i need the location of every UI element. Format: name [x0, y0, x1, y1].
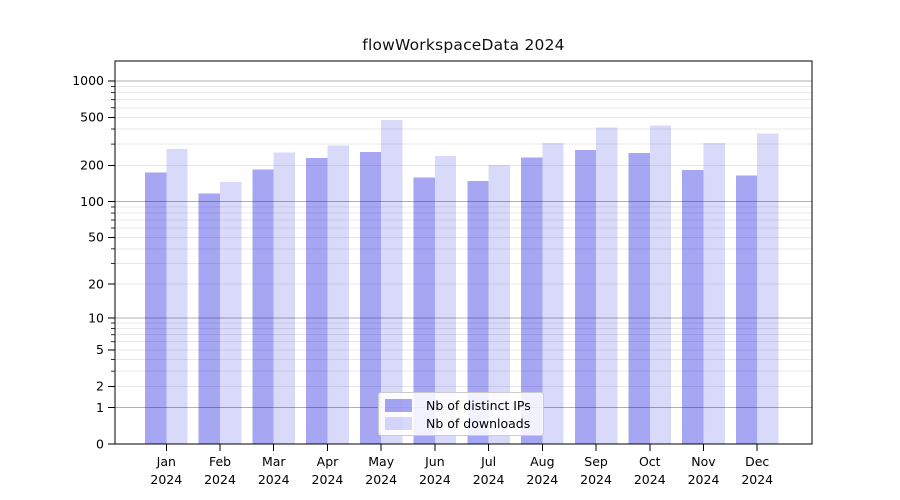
- x-tick-label-month: Jan: [156, 454, 176, 469]
- bar-aug-downloads: [542, 143, 564, 444]
- y-tick-label: 50: [88, 230, 104, 245]
- x-tick-label-year: 2024: [204, 472, 236, 487]
- legend-swatch-downloads: [385, 416, 412, 430]
- x-tick-label-month: Mar: [262, 454, 286, 469]
- x-tick-label-month: Feb: [209, 454, 231, 469]
- bar-jul-ips: [467, 181, 489, 444]
- x-tick-label-month: Jun: [424, 454, 445, 469]
- y-axis: 0 1 2 5 10 20 50 100 200 500 1000: [72, 73, 115, 451]
- bar-apr-ips: [306, 158, 328, 444]
- bar-sep-ips: [574, 149, 597, 444]
- y-tick-label: 100: [80, 194, 104, 209]
- bar-aug-ips: [521, 157, 543, 444]
- bar-feb-ips: [198, 193, 221, 444]
- legend-label: Nb of distinct IPs: [426, 397, 531, 413]
- bar-jul-downloads: [488, 164, 510, 445]
- x-axis: Jan 2024 Feb 2024 Mar 2024 Apr 2024 May 2024 Jun 20…: [150, 444, 773, 487]
- x-tick-label-year: 2024: [150, 472, 182, 487]
- bar-jan-downloads: [166, 149, 188, 445]
- bar-sep-downloads: [596, 127, 618, 445]
- bar-nov-ips: [682, 169, 704, 445]
- bar-may-downloads: [381, 120, 403, 445]
- bar-oct-downloads: [649, 125, 672, 445]
- y-tick-label: 1000: [72, 73, 104, 88]
- bar-apr-downloads: [327, 145, 349, 444]
- series-downloads: [166, 120, 779, 445]
- x-tick-label-year: 2024: [526, 472, 558, 487]
- x-tick-label-year: 2024: [258, 472, 290, 487]
- bar-mar-downloads: [273, 152, 296, 444]
- bar-feb-downloads: [220, 181, 242, 444]
- y-gridlines: [115, 80, 812, 409]
- bar-dec-ips: [735, 175, 758, 444]
- x-tick-label-year: 2024: [741, 472, 773, 487]
- bar-nov-downloads: [703, 143, 725, 444]
- x-tick-label-month: Dec: [745, 454, 769, 469]
- y-tick-label: 500: [80, 110, 104, 125]
- x-tick-label-year: 2024: [312, 472, 344, 487]
- bar-dec-downloads: [757, 133, 779, 444]
- legend-entry: Nb of downloads: [385, 416, 543, 431]
- y-tick-label: 10: [88, 310, 104, 325]
- x-tick-label-month: Oct: [639, 454, 661, 469]
- bar-jan-ips: [145, 172, 167, 444]
- y-tick-label: 5: [96, 342, 104, 357]
- chart-title: flowWorkspaceData 2024: [362, 36, 565, 54]
- x-tick-label-month: Nov: [691, 454, 716, 469]
- x-tick-label-month: Apr: [317, 454, 339, 469]
- y-tick-label: 1: [96, 400, 104, 415]
- series-distinct-ips: [145, 149, 758, 445]
- x-tick-label-month: Sep: [584, 454, 608, 469]
- y-tick-label: 0: [96, 436, 104, 451]
- plot-border: [114, 60, 813, 445]
- bar-jun-downloads: [434, 155, 457, 444]
- legend-label: Nb of downloads: [426, 415, 531, 431]
- x-tick-label-year: 2024: [419, 472, 451, 487]
- x-tick-label-year: 2024: [365, 472, 397, 487]
- bar-oct-ips: [628, 153, 650, 444]
- y-tick-label: 20: [88, 276, 104, 291]
- x-tick-label-year: 2024: [580, 472, 612, 487]
- x-tick-label-month: Aug: [530, 454, 554, 469]
- bar-mar-ips: [252, 169, 274, 445]
- bar-may-ips: [359, 151, 382, 444]
- x-tick-label-year: 2024: [634, 472, 666, 487]
- x-tick-label-year: 2024: [688, 472, 720, 487]
- x-tick-label-month: Jul: [480, 454, 496, 469]
- x-tick-label-year: 2024: [473, 472, 505, 487]
- legend-swatch-distinct-ips: [385, 398, 412, 412]
- y-tick-label: 200: [80, 158, 104, 173]
- x-tick-label-month: May: [368, 454, 394, 469]
- legend: Nb of distinct IPs Nb of downloads: [378, 392, 544, 436]
- legend-entry: Nb of distinct IPs: [385, 398, 543, 413]
- y-tick-label: 2: [96, 379, 104, 394]
- bar-jun-ips: [413, 177, 435, 444]
